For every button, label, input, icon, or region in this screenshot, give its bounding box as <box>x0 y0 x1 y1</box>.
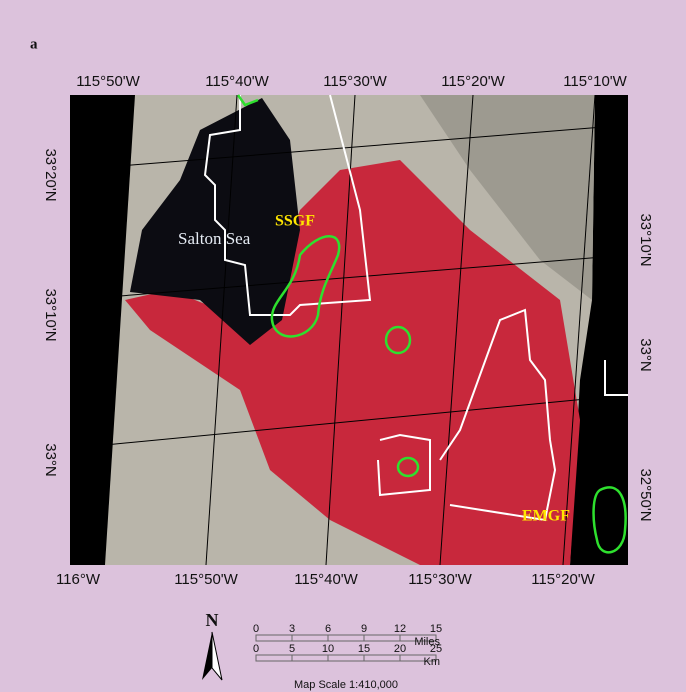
bottom-label: 115°20'W <box>531 571 595 588</box>
scale-number: 25 <box>430 643 442 655</box>
scale-number: 0 <box>253 623 259 635</box>
top-label: 115°10'W <box>563 73 627 90</box>
scale-number: 20 <box>394 643 406 655</box>
scale-number: 12 <box>394 623 406 635</box>
map-figure: a 115°50'W 115°40'W 115°30'W 115°20'W 11… <box>0 0 686 692</box>
scale-number: 6 <box>325 623 331 635</box>
scale-unit: Km <box>424 656 441 668</box>
bottom-label: 115°50'W <box>174 571 238 588</box>
place-label: EMGF <box>522 508 570 525</box>
scale-number: 5 <box>289 643 295 655</box>
scale-number: 10 <box>322 643 334 655</box>
left-label: 33°10'N <box>42 288 59 341</box>
right-label: 33°N <box>637 338 654 372</box>
bottom-label: 115°40'W <box>294 571 358 588</box>
scale-number: 0 <box>253 643 259 655</box>
top-label: 115°50'W <box>76 73 140 90</box>
scale-number: 15 <box>430 623 442 635</box>
place-label: Salton Sea <box>178 229 251 248</box>
left-label: 33°20'N <box>42 148 59 201</box>
place-label: SSGF <box>275 213 315 230</box>
bottom-label: 116°W <box>56 571 101 588</box>
right-label: 33°10'N <box>637 213 654 266</box>
bottom-label: 115°30'W <box>408 571 472 588</box>
scale-caption: Map Scale 1:410,000 <box>294 679 398 691</box>
left-label: 33°N <box>42 443 59 477</box>
top-label: 115°20'W <box>441 73 505 90</box>
scale-number: 3 <box>289 623 295 635</box>
north-label: N <box>206 610 219 630</box>
right-label: 32°50'N <box>637 468 654 521</box>
scale-number: 9 <box>361 623 367 635</box>
satellite-image <box>70 95 628 565</box>
panel-label: a <box>30 36 38 52</box>
top-label: 115°30'W <box>323 73 387 90</box>
scale-number: 15 <box>358 643 370 655</box>
top-label: 115°40'W <box>205 73 269 90</box>
